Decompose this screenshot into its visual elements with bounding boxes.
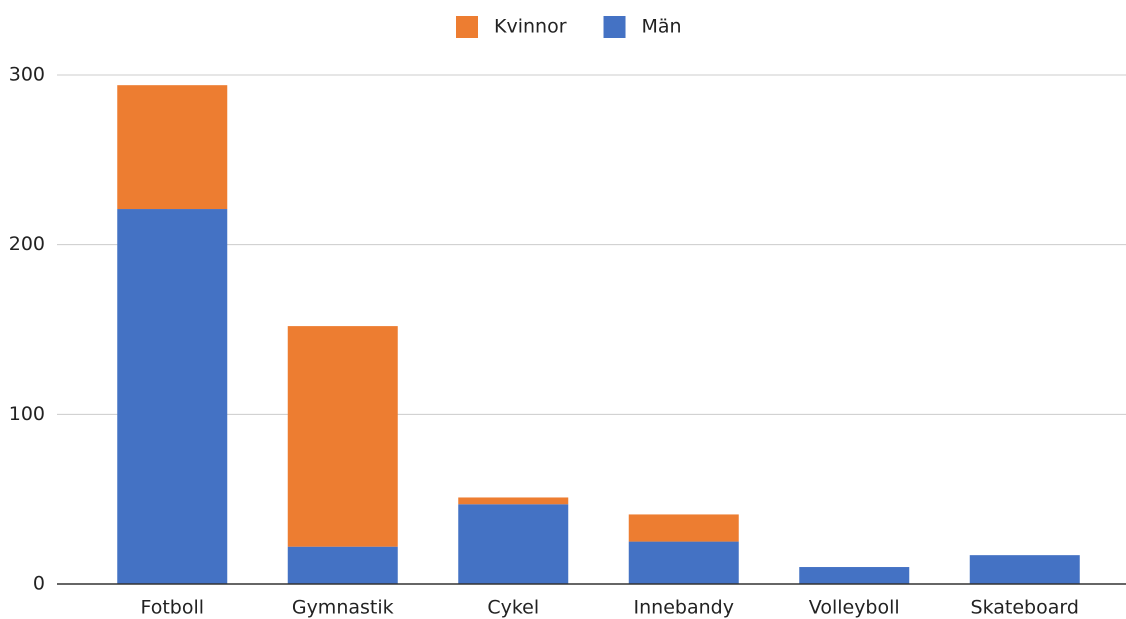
y-tick-label: 200 xyxy=(9,233,45,255)
bar-segment xyxy=(458,497,569,505)
x-tick-label: Volleyboll xyxy=(809,597,900,619)
legend-label: Män xyxy=(642,16,682,38)
x-tick-label: Skateboard xyxy=(971,597,1079,619)
x-tick-label: Fotboll xyxy=(140,597,204,619)
legend-swatch xyxy=(603,16,626,38)
bar-segment xyxy=(287,326,398,547)
bar-segment xyxy=(628,541,739,584)
x-tick-label: Gymnastik xyxy=(292,597,394,619)
bar-segment xyxy=(287,546,398,584)
legend-swatch xyxy=(456,16,478,38)
bar-segment xyxy=(799,567,910,584)
bar-segment xyxy=(628,514,739,542)
y-tick-label: 100 xyxy=(9,403,45,425)
x-tick-label: Cykel xyxy=(487,597,539,619)
y-tick-label: 0 xyxy=(33,573,45,595)
bar-segment xyxy=(969,555,1080,584)
bar-segment xyxy=(458,504,569,584)
legend-label: Kvinnor xyxy=(494,16,567,38)
bar-segment xyxy=(117,209,228,584)
y-tick-label: 300 xyxy=(9,64,45,86)
bar-segment xyxy=(117,85,228,210)
x-tick-label: Innebandy xyxy=(634,597,734,619)
